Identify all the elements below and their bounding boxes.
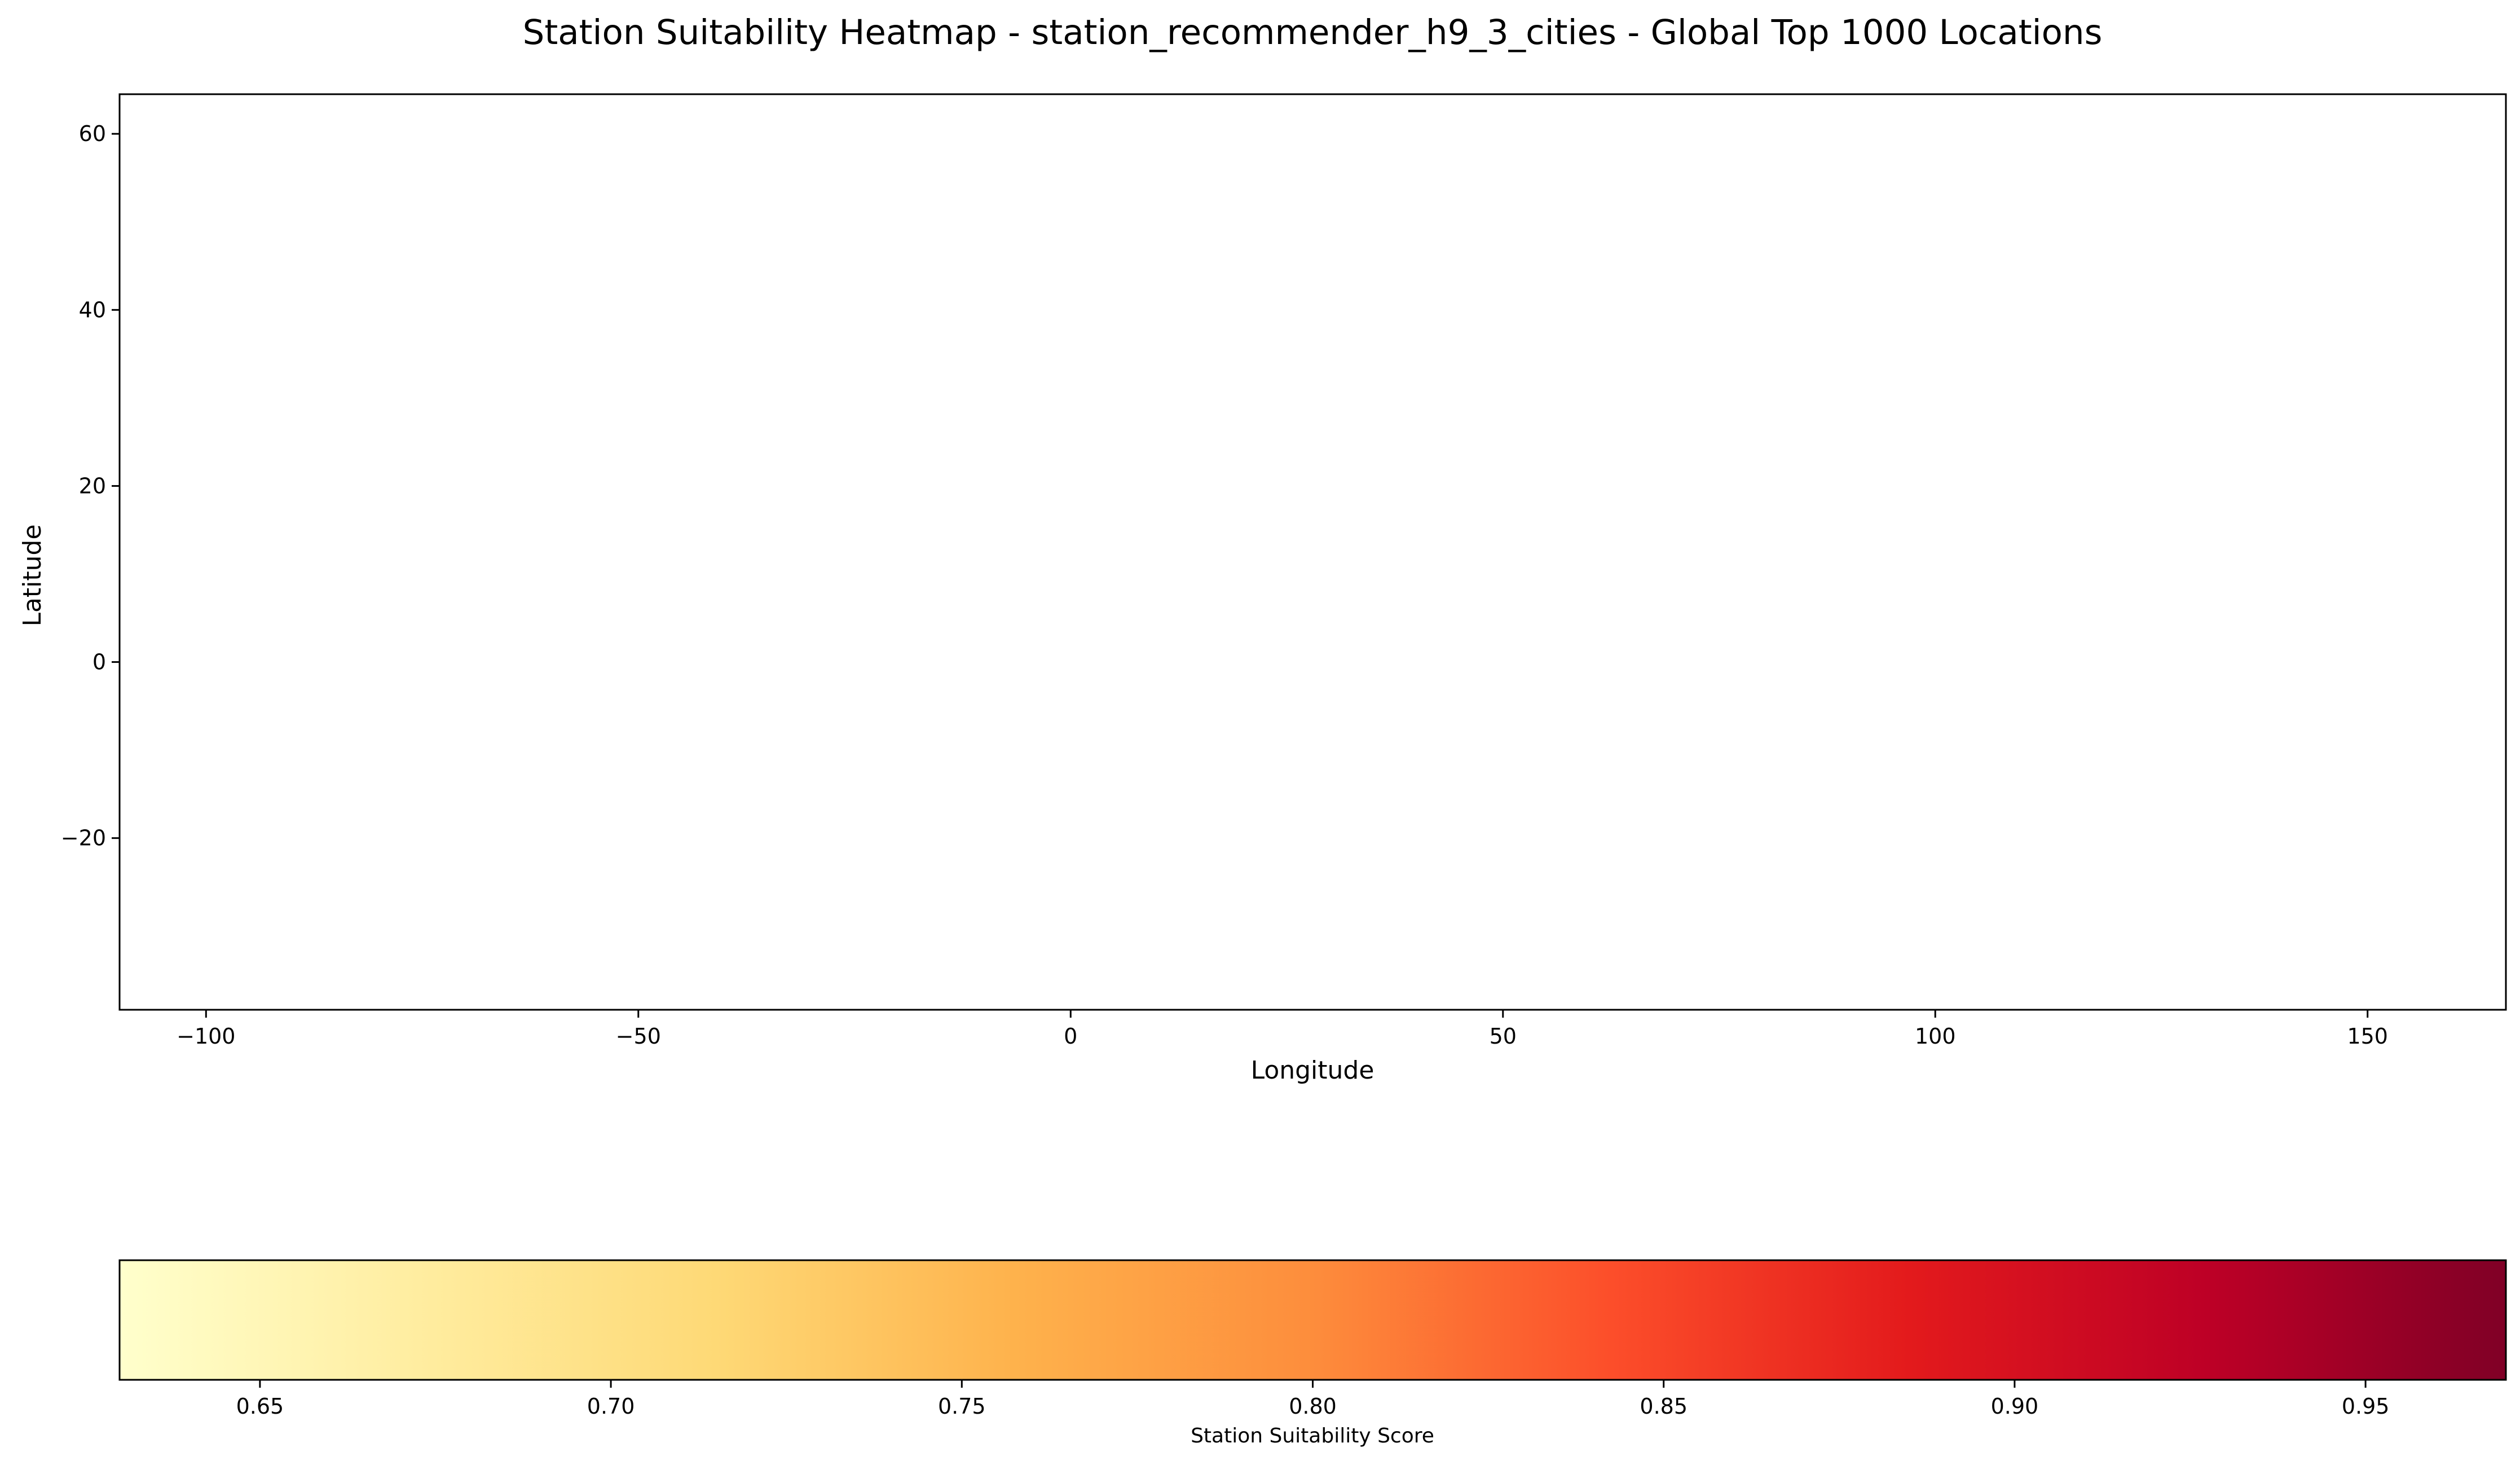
x-tick-label: −100 [177,1024,235,1049]
y-tick-label: 60 [79,121,106,146]
y-axis: −20 0 20 40 60 [61,121,120,851]
x-tick-label: 150 [2347,1024,2388,1049]
x-tick-label: 0 [1064,1024,1077,1049]
y-tick-label: 40 [79,297,106,322]
plot-area: −100 −50 0 50 100 150 −20 0 20 40 60 [61,93,2507,1049]
chart-title: Station Suitability Heatmap - station_re… [523,12,2103,52]
y-tick-label: 20 [79,473,106,498]
colorbar-tick-label: 0.75 [938,1394,986,1419]
plot-background [120,94,2506,1010]
x-axis: −100 −50 0 50 100 150 [177,1010,2388,1049]
x-axis-label: Longitude [1251,1056,1374,1085]
plot-frame [118,93,2507,1011]
colorbar-tick-label: 0.95 [2342,1394,2390,1419]
colorbar-ticks: 0.65 0.70 0.75 0.80 0.85 0.90 0.95 [236,1380,2390,1419]
x-tick-label: 100 [1915,1024,1956,1049]
colorbar-tick-label: 0.80 [1289,1394,1337,1419]
colorbar-tick-label: 0.85 [1640,1394,1688,1419]
x-tick-label: −50 [616,1024,661,1049]
colorbar: 0.65 0.70 0.75 0.80 0.85 0.90 0.95 [118,1259,2507,1419]
x-tick-label: 50 [1490,1024,1517,1049]
colorbar-gradient [120,1260,2506,1380]
y-axis-label: Latitude [18,524,47,626]
colorbar-label: Station Suitability Score [1191,1424,1434,1448]
colorbar-tick-label: 0.70 [587,1394,635,1419]
colorbar-tick-label: 0.90 [1991,1394,2039,1419]
colorbar-tick-label: 0.65 [236,1394,284,1419]
y-tick-label: −20 [61,826,106,851]
y-tick-label: 0 [92,650,106,675]
